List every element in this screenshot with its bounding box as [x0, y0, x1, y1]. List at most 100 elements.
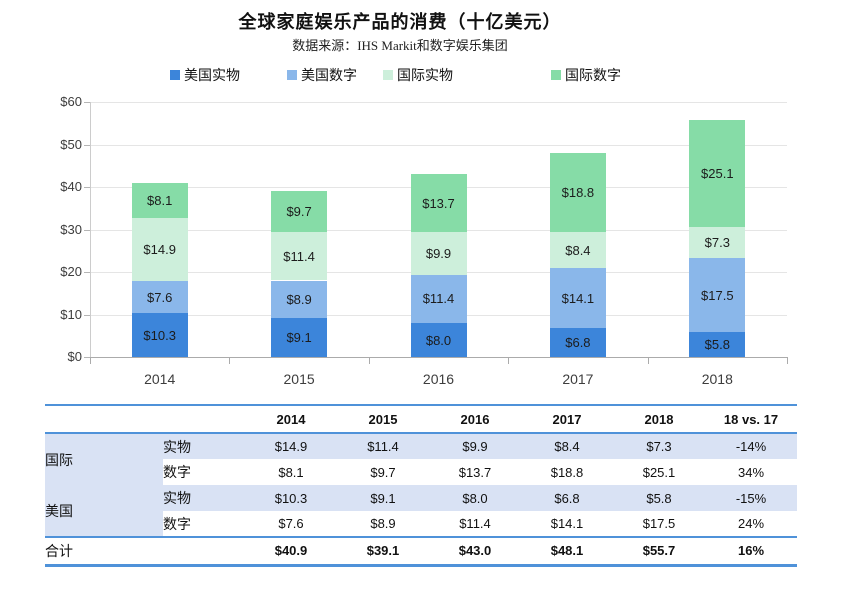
- table-cell-value: $7.6: [245, 511, 337, 537]
- table-head: 2014 2015 2016 2017 2018 18 vs. 17: [45, 405, 797, 433]
- table-total-value: 16%: [737, 543, 765, 559]
- y-axis-line: [90, 102, 91, 357]
- bar-segment-intl_physical: $9.9: [410, 232, 467, 275]
- table-cell-value: $10.3: [245, 485, 337, 511]
- intl_physical-legend-swatch-icon: [383, 70, 393, 80]
- x-axis-tick: [647, 358, 649, 364]
- bar-segment-intl_digital: $18.8: [549, 152, 606, 233]
- table-corner-cell: [45, 405, 163, 433]
- table-cell-value: $14.1: [521, 511, 613, 537]
- table-total-value: $48.1: [550, 543, 584, 559]
- x-axis-line: [90, 357, 788, 358]
- table-cell-value: $9.7: [337, 459, 429, 485]
- bar-segment-intl_physical: $8.4: [549, 232, 606, 269]
- us_physical-legend-swatch-icon: [170, 70, 180, 80]
- table-column-header: 2017: [552, 411, 582, 427]
- table-corner-cell: [163, 405, 245, 433]
- y-axis-tick: [84, 187, 90, 188]
- x-axis-tick: [787, 358, 788, 364]
- table-row: 美国 实物 $10.3 $9.1 $8.0 $6.8 $5.8 -15%: [45, 485, 797, 537]
- legend-label: 国际数字: [565, 69, 621, 84]
- table-cell-value: $17.5: [613, 511, 705, 537]
- table-cell-value: $8.0: [429, 485, 521, 511]
- bar-segment-intl_digital: $25.1: [689, 120, 746, 227]
- y-axis-tick: [84, 272, 90, 273]
- x-axis-tick: [90, 358, 91, 364]
- table-sub-label: 实物: [163, 485, 245, 511]
- bar-segment-us_physical: $9.1: [271, 318, 328, 357]
- legend-item-intl_physical: 国际实物: [383, 67, 453, 84]
- y-axis-label: $30: [60, 221, 82, 237]
- bar-segment-us_digital: $14.1: [549, 268, 606, 329]
- y-axis-tick: [84, 357, 90, 358]
- bar-segment-us_digital: $17.5: [689, 257, 746, 333]
- table-cell-value: $8.9: [337, 511, 429, 537]
- table-cell-value: $9.9: [429, 433, 521, 459]
- x-axis-label: 2014: [144, 371, 176, 387]
- y-axis-tick: [84, 314, 90, 316]
- table-cell-value: $11.4: [337, 433, 429, 459]
- chart-title: 全球家庭娱乐产品的消费（十亿美元）: [238, 12, 562, 32]
- bar-segment-us_digital: $8.9: [271, 280, 328, 319]
- x-axis-tick: [508, 358, 510, 364]
- x-axis-label: 2018: [701, 371, 733, 387]
- gridline: [90, 144, 787, 146]
- bar-segment-us_digital: $11.4: [410, 274, 467, 323]
- intl_digital-legend-swatch-icon: [551, 70, 561, 80]
- table-cell-value: $8.1: [245, 459, 337, 485]
- table-total-value: $40.9: [274, 543, 308, 559]
- table-column-header: 2015: [368, 411, 398, 427]
- chart-subtitle: 数据来源：IHS Markit和数字娱乐集团: [292, 38, 508, 53]
- legend-item-us_digital: 美国数字: [287, 67, 357, 84]
- legend-item-us_physical: 美国实物: [170, 67, 240, 84]
- x-axis-tick: [229, 358, 231, 364]
- table-total-row: 合计 $40.9 $39.1 $43.0 $48.1 $55.7 16%: [45, 537, 797, 565]
- summary-table-wrap: 2014 2015 2016 2017 2018 18 vs. 17 国际 实物 $14.9 $1…: [45, 404, 797, 567]
- table-sub-label: 数字: [163, 459, 245, 485]
- legend-label: 美国数字: [301, 69, 357, 84]
- table-header-row: 2014 2015 2016 2017 2018 18 vs. 17: [45, 405, 797, 433]
- summary-table: 2014 2015 2016 2017 2018 18 vs. 17 国际 实物 $14.9 $1…: [45, 404, 797, 567]
- table-total-label: 合计: [45, 544, 73, 560]
- y-axis-label: $50: [60, 136, 82, 152]
- table-column-header: 2016: [460, 411, 490, 427]
- table-cell-value: $5.8: [613, 485, 705, 511]
- table-row: 国际 实物 $14.9 $11.4 $9.9 $8.4 $7.3 -14%: [45, 433, 797, 485]
- table-cell-value: $14.9: [245, 433, 337, 459]
- bar-segment-intl_physical: $11.4: [271, 232, 328, 281]
- bar-segment-us_digital: $7.6: [131, 280, 188, 314]
- legend-item-intl_digital: 国际数字: [551, 67, 621, 84]
- legend-label: 美国实物: [184, 69, 240, 84]
- table-body: 国际 实物 $14.9 $11.4 $9.9 $8.4 $7.3 -14% 数字 $8.1 $9.7…: [45, 433, 797, 565]
- y-axis-tick: [84, 102, 90, 103]
- table-cell-value: -14%: [705, 433, 797, 459]
- table-cell-value: 34%: [705, 459, 797, 485]
- bar-segment-us_physical: $10.3: [131, 313, 188, 357]
- bar-segment-intl_digital: $9.7: [271, 190, 328, 233]
- x-axis-label: 2015: [283, 371, 315, 387]
- table-row: 数字 $7.6 $8.9 $11.4 $14.1 $17.5 24%: [45, 511, 797, 537]
- table-cell-value: $8.4: [521, 433, 613, 459]
- table-group-label: 美国: [45, 485, 163, 537]
- table-cell-value: $6.8: [521, 485, 613, 511]
- table-column-header: 18 vs. 17: [723, 411, 779, 427]
- table-cell-value: -15%: [705, 485, 797, 511]
- bar-segment-intl_digital: $8.1: [131, 183, 188, 218]
- table-cell-value: $7.3: [613, 433, 705, 459]
- bar-segment-intl_physical: $7.3: [689, 226, 746, 258]
- table-total-value: $43.0: [458, 543, 492, 559]
- table-row: 数字 $8.1 $9.7 $13.7 $18.8 $25.1 34%: [45, 459, 797, 485]
- y-axis-tick: [84, 144, 90, 146]
- y-axis-label: $10: [60, 306, 82, 322]
- table-cell-value: $18.8: [521, 459, 613, 485]
- y-axis-label: $0: [67, 349, 82, 364]
- legend-label: 国际实物: [397, 69, 453, 84]
- table-cell-value: $25.1: [613, 459, 705, 485]
- bar-segment-intl_digital: $13.7: [410, 174, 467, 233]
- x-axis-tick: [368, 358, 370, 364]
- y-axis-tick: [84, 229, 90, 231]
- bar-segment-us_physical: $6.8: [549, 328, 606, 357]
- bar-segment-us_physical: $8.0: [410, 323, 467, 357]
- x-axis-label: 2017: [562, 371, 594, 387]
